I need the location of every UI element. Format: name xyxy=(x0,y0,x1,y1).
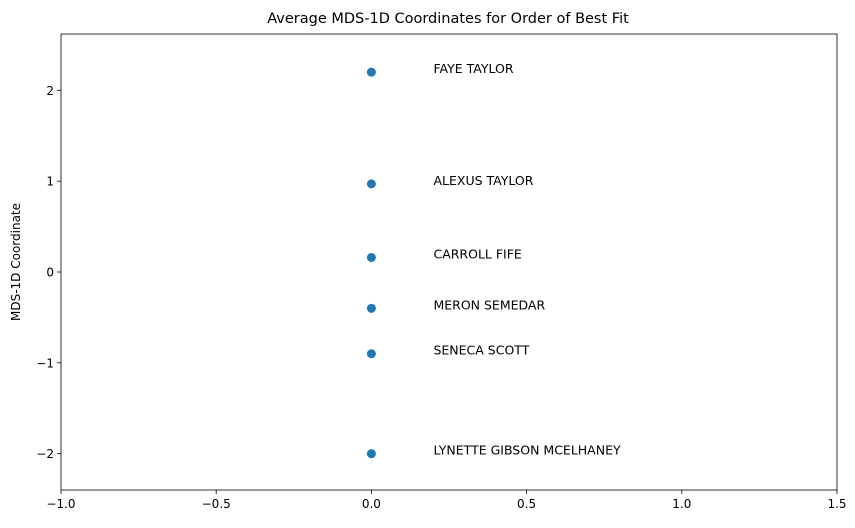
point-labels: FAYE TAYLOR ALEXUS TAYLOR CARROLL FIFE MERO… xyxy=(433,61,621,458)
data-point xyxy=(366,179,376,189)
point-label: SENECA SCOTT xyxy=(433,343,529,358)
y-axis-label: MDS-1D Coordinate xyxy=(9,203,23,321)
y-tick-label: −2 xyxy=(36,447,54,461)
point-label: LYNETTE GIBSON MCELHANEY xyxy=(433,443,621,458)
y-tick-label: −1 xyxy=(36,356,54,370)
x-axis: −1.0 −0.5 0.0 0.5 1.0 1.5 xyxy=(46,490,847,511)
data-point xyxy=(366,252,376,262)
point-label: CARROLL FIFE xyxy=(433,246,521,261)
x-tick-label: 1.5 xyxy=(827,497,846,511)
chart-title: Average MDS-1D Coordinates for Order of … xyxy=(267,11,629,27)
y-tick-label: 1 xyxy=(46,175,54,189)
point-label: ALEXUS TAYLOR xyxy=(433,173,533,188)
y-tick-label: 2 xyxy=(46,84,54,98)
x-tick-label: −1.0 xyxy=(46,497,75,511)
data-point xyxy=(366,67,376,77)
plot-frame xyxy=(60,33,838,491)
point-label: FAYE TAYLOR xyxy=(433,61,513,76)
y-axis: −2 −1 0 1 2 xyxy=(36,84,61,461)
x-tick-label: 0.0 xyxy=(362,497,381,511)
data-point xyxy=(366,349,376,359)
data-point xyxy=(366,449,376,459)
x-tick-label: 0.5 xyxy=(517,497,536,511)
data-points xyxy=(366,67,376,459)
y-tick-label: 0 xyxy=(46,265,54,279)
x-tick-label: 1.0 xyxy=(672,497,691,511)
data-point xyxy=(366,303,376,313)
point-label: MERON SEMEDAR xyxy=(433,297,545,312)
x-tick-label: −0.5 xyxy=(202,497,231,511)
